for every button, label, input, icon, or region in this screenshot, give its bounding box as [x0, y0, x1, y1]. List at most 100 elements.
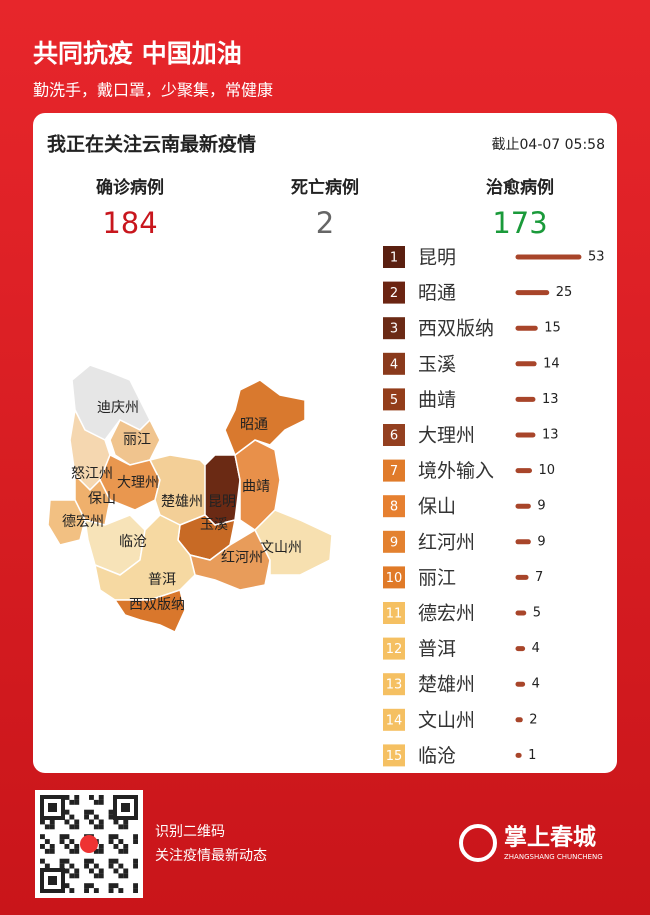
qr-cell [98, 795, 104, 800]
qr-pattern [40, 795, 138, 893]
qr-cell [133, 863, 138, 869]
qr-cell [64, 868, 70, 874]
qr-cell [108, 858, 114, 864]
qr-cell [69, 799, 75, 805]
region-label: 曲靖 [242, 479, 270, 495]
region-label: 昭通 [240, 417, 268, 433]
qr-cell [89, 795, 94, 800]
qr-cell [98, 873, 104, 879]
qr-cell [69, 839, 75, 844]
region-label: 迪庆州 [97, 400, 139, 416]
qr-cell [133, 839, 138, 844]
qr-cell [123, 844, 129, 849]
qr-cell [74, 795, 80, 800]
region [204, 454, 241, 526]
rank-number: 2 [390, 286, 398, 301]
value-label: 7 [535, 570, 543, 585]
category-label: 玉溪 [418, 353, 456, 375]
region-label: 德宏州 [62, 514, 104, 530]
qr-cell [98, 819, 104, 825]
rank-badge [383, 388, 405, 411]
category-label: 丽江 [418, 567, 456, 589]
qr-cell [108, 883, 114, 889]
qr-logo [80, 835, 98, 853]
region-label: 文山州 [260, 540, 302, 556]
rank-number: 11 [386, 607, 403, 622]
region [188, 528, 271, 591]
qr-cell [44, 848, 50, 854]
qr-cell [44, 824, 50, 830]
stat-label: 确诊病例 [96, 177, 164, 198]
qr-cell [133, 834, 138, 840]
region [113, 589, 186, 633]
value-label: 9 [537, 499, 545, 514]
qr-cell [118, 863, 124, 869]
value-label: 10 [539, 463, 556, 478]
region-label: 怒江州 [71, 466, 113, 482]
qr-cell [59, 863, 65, 869]
qr-cell [84, 809, 89, 815]
region-label: 大理州 [117, 475, 159, 491]
qr-cell [84, 883, 89, 889]
qr-cell [98, 824, 104, 830]
qr-cell [113, 819, 119, 825]
qr-cell [113, 858, 119, 864]
ranking: 1 昆明 532 昭通 253 西双版纳 154 玉溪 145 曲靖 136 大理州 137 境外输入 10… [383, 246, 604, 767]
value-label: 2 [529, 712, 537, 727]
region-label: 丽江 [123, 432, 151, 448]
rank-badge [383, 317, 405, 340]
category-label: 楚雄州 [418, 674, 475, 696]
qr-cell [49, 819, 55, 825]
region-label: 红河州 [221, 550, 263, 566]
category-label: 普洱 [418, 638, 456, 660]
region-label: 玉溪 [200, 517, 228, 533]
qr-cell [89, 819, 94, 825]
stat-value: 2 [316, 206, 334, 240]
qr-cell [93, 848, 99, 854]
region [224, 379, 306, 457]
qr-cell [118, 888, 124, 893]
category-label: 西双版纳 [418, 318, 494, 340]
qr-cell [93, 799, 99, 805]
category-label: 昭通 [418, 282, 456, 304]
qr-cell [89, 858, 94, 864]
qr-cell [74, 868, 80, 874]
brand: 掌上春城 [504, 824, 596, 851]
rank-badge [383, 459, 405, 482]
rank-badge [383, 424, 405, 446]
qr-cell [69, 873, 75, 879]
rank-number: 15 [386, 749, 403, 764]
qr-cell [59, 858, 65, 864]
qr-cell [123, 868, 129, 874]
qr-cell [74, 848, 80, 854]
footer-line: 关注疫情最新动态 [155, 848, 267, 864]
qr-cell [123, 819, 129, 825]
qr-cell [64, 809, 70, 815]
rank-number: 14 [386, 713, 403, 728]
qr-cell [113, 834, 119, 840]
qr-cell [84, 858, 89, 864]
rank-badge [383, 495, 405, 518]
value-label: 13 [542, 428, 559, 443]
qr-cell [108, 839, 114, 844]
rank-number: 1 [390, 251, 398, 266]
rank-badge [383, 352, 405, 375]
qr-cell [40, 834, 45, 840]
qr-cell [74, 844, 80, 849]
qr-cell [93, 873, 99, 879]
qr-cell [84, 863, 89, 869]
stat-value: 184 [102, 206, 157, 240]
qr-cell [108, 863, 114, 869]
qr-cell [64, 844, 70, 849]
rank-number: 5 [390, 393, 398, 408]
rank-badge [383, 708, 405, 731]
qr-cell [98, 868, 104, 874]
qr-cell [93, 888, 99, 893]
qr-cell [113, 868, 119, 874]
category-label: 文山州 [418, 709, 475, 731]
category-label: 大理州 [418, 425, 475, 447]
qr-cell [123, 824, 129, 830]
qr-cell [118, 873, 124, 879]
